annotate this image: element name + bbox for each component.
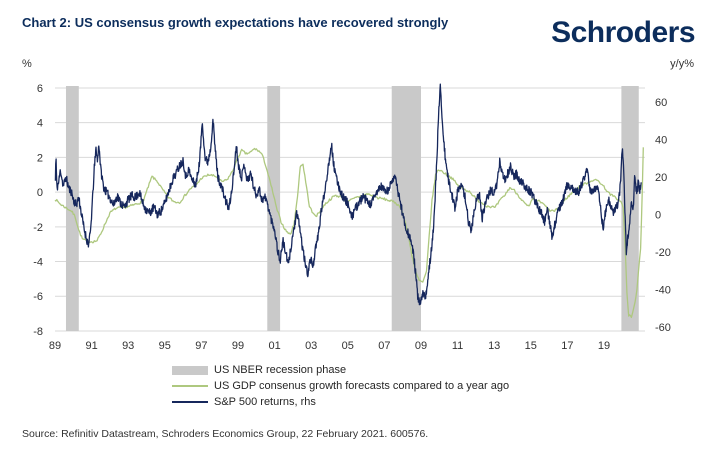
recession-band <box>65 86 79 331</box>
x-axis-tick-label: 05 <box>342 340 354 352</box>
x-axis-tick-label: 93 <box>122 340 134 352</box>
left-axis-unit-label: % <box>22 58 32 70</box>
chart-title: Chart 2: US consensus growth expectation… <box>22 15 449 30</box>
x-axis-tick-label: 15 <box>525 340 537 352</box>
recession-band <box>391 86 421 331</box>
legend-item-recession: US NBER recession phase <box>172 362 509 378</box>
legend-label-recession: US NBER recession phase <box>214 364 347 376</box>
right-axis-tick-label: -20 <box>655 247 671 259</box>
right-axis-tick-label: -40 <box>655 285 671 297</box>
schroders-logo: Schroders <box>551 16 695 49</box>
x-axis-tick-label: 19 <box>598 340 610 352</box>
x-axis-tick-label: 11 <box>452 340 463 352</box>
left-axis-tick-label: -8 <box>33 326 43 338</box>
chart-legend: US NBER recession phase US GDP consenus … <box>172 362 509 410</box>
x-axis-tick-label: 99 <box>232 340 244 352</box>
x-axis-tick-label: 97 <box>195 340 207 352</box>
x-axis-tick-label: 91 <box>85 340 97 352</box>
sp500-line-swatch <box>172 401 208 403</box>
legend-item-sp500: S&P 500 returns, rhs <box>172 394 509 410</box>
x-axis-tick-label: 09 <box>415 340 427 352</box>
left-axis-tick-label: -6 <box>33 291 43 303</box>
right-axis-tick-label: -60 <box>655 322 671 334</box>
legend-label-gdp-forecast: US GDP consenus growth forecasts compare… <box>214 380 510 392</box>
left-axis-tick-label: 0 <box>37 187 43 199</box>
recession-band-swatch <box>172 365 208 375</box>
right-axis-tick-label: 60 <box>655 97 667 109</box>
legend-label-sp500: S&P 500 returns, rhs <box>214 396 316 408</box>
left-axis-tick-label: 2 <box>37 152 43 164</box>
legend-item-gdp-forecast: US GDP consenus growth forecasts compare… <box>172 378 509 394</box>
right-axis-tick-label: 40 <box>655 135 667 147</box>
sp500-returns-line <box>54 83 642 306</box>
x-axis-tick-label: 89 <box>49 340 61 352</box>
recession-band <box>267 86 281 331</box>
left-axis-tick-label: -4 <box>33 257 43 269</box>
left-axis-tick-label: 6 <box>37 83 43 95</box>
right-axis-unit-label: y/y% <box>670 58 694 70</box>
x-axis-tick-label: 13 <box>488 340 500 352</box>
x-axis-tick-label: 07 <box>378 340 390 352</box>
source-note: Source: Refinitiv Datastream, Schroders … <box>22 428 429 440</box>
x-axis-tick-label: 95 <box>159 340 171 352</box>
right-axis-tick-label: 20 <box>655 172 667 184</box>
x-axis-tick-label: 17 <box>561 340 573 352</box>
left-axis-tick-label: 4 <box>37 118 43 130</box>
right-axis-tick-label: 0 <box>655 210 661 222</box>
x-axis-tick-label: 03 <box>305 340 317 352</box>
gdp-forecast-line <box>54 147 644 319</box>
left-axis-tick-label: -2 <box>33 222 43 234</box>
x-axis-tick-label: 01 <box>268 340 280 352</box>
gdp-line-swatch <box>172 385 208 387</box>
